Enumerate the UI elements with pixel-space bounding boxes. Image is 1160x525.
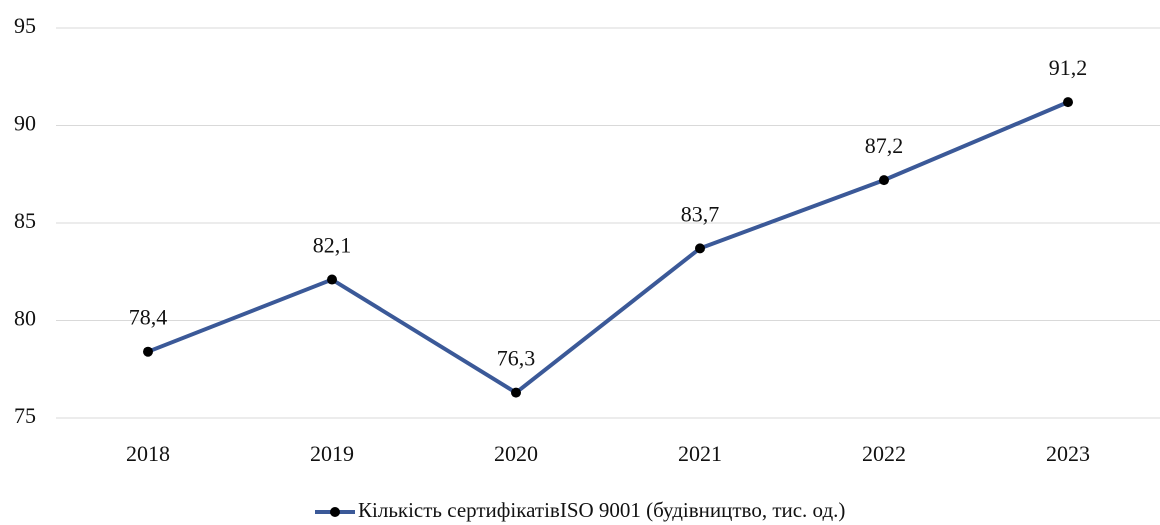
x-tick-label: 2019 <box>310 441 354 466</box>
data-point <box>143 346 153 357</box>
data-point <box>1063 97 1073 108</box>
data-point <box>695 243 705 254</box>
legend-label: Кількість сертифікатівISO 9001 (будівниц… <box>358 498 845 522</box>
data-point <box>879 175 889 186</box>
data-point <box>327 274 337 285</box>
y-tick-label: 95 <box>14 13 36 38</box>
y-tick-label: 90 <box>14 111 36 136</box>
y-tick-label: 75 <box>14 403 36 428</box>
data-label: 78,4 <box>129 305 168 330</box>
x-tick-label: 2021 <box>678 441 722 466</box>
y-tick-label: 85 <box>14 208 36 233</box>
y-tick-label: 80 <box>14 306 36 331</box>
series-line <box>147 100 1069 396</box>
data-label: 82,1 <box>313 233 352 258</box>
x-tick-label: 2020 <box>494 441 538 466</box>
data-label: 91,2 <box>1049 55 1088 80</box>
data-label: 76,3 <box>497 346 536 371</box>
data-point <box>511 387 521 398</box>
x-tick-label: 2022 <box>862 441 906 466</box>
x-tick-label: 2023 <box>1046 441 1090 466</box>
data-label: 87,2 <box>865 133 904 158</box>
data-label: 83,7 <box>681 201 720 226</box>
legend-marker <box>330 507 340 517</box>
x-tick-label: 2018 <box>126 441 170 466</box>
